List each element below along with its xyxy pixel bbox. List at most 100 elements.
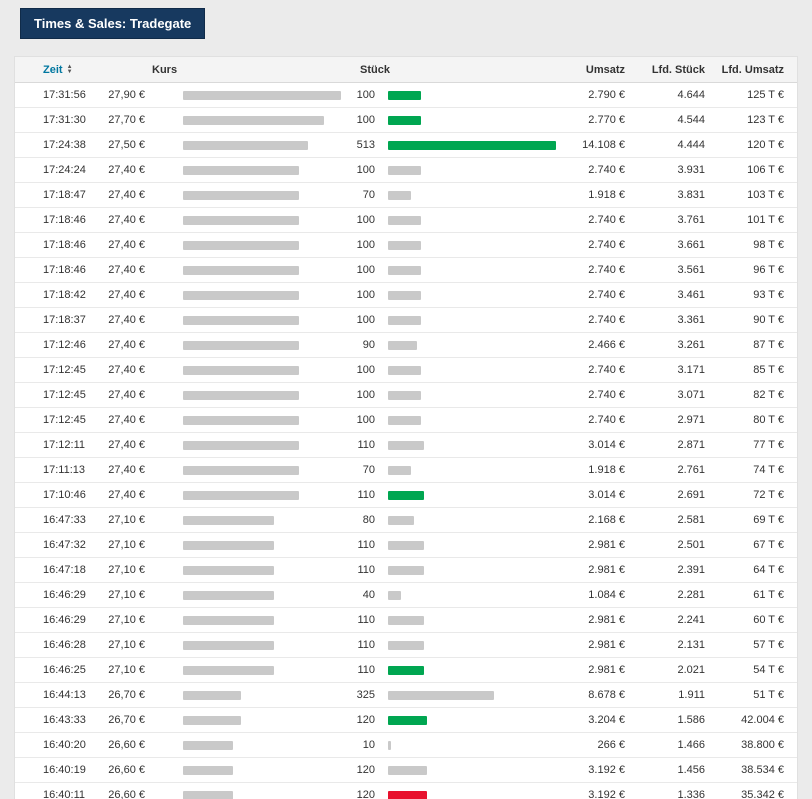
table-row[interactable]: 17:18:46 27,40 € 100 2.740 € 3.661 98 T € bbox=[15, 233, 797, 258]
table-row[interactable]: 17:12:46 27,40 € 90 2.466 € 3.261 87 T € bbox=[15, 333, 797, 358]
volume-cell: 110 bbox=[357, 564, 375, 576]
price-bar-track bbox=[183, 265, 348, 275]
table-row[interactable]: 17:31:56 27,90 € 100 2.790 € 4.644 125 T € bbox=[15, 83, 797, 108]
table-row[interactable]: 17:18:46 27,40 € 100 2.740 € 3.761 101 T € bbox=[15, 208, 797, 233]
turnover-cell: 2.981 € bbox=[588, 539, 625, 551]
header-stueck[interactable]: Stück bbox=[360, 63, 390, 76]
volume-cell: 100 bbox=[356, 114, 375, 126]
table-row[interactable]: 17:24:38 27,50 € 513 14.108 € 4.444 120 T € bbox=[15, 133, 797, 158]
volume-bar bbox=[388, 615, 424, 625]
turnover-cell: 2.168 € bbox=[588, 514, 625, 526]
time-cell: 17:18:46 bbox=[43, 239, 86, 251]
cum-turnover-cell: 64 T € bbox=[753, 564, 784, 576]
cum-volume-cell: 1.336 bbox=[677, 789, 705, 799]
table-row[interactable]: 16:46:28 27,10 € 110 2.981 € 2.131 57 T € bbox=[15, 633, 797, 658]
price-bar-track bbox=[183, 465, 348, 475]
turnover-cell: 2.790 € bbox=[588, 89, 625, 101]
table-row[interactable]: 16:44:13 26,70 € 325 8.678 € 1.911 51 T € bbox=[15, 683, 797, 708]
price-bar-track bbox=[183, 140, 348, 150]
time-cell: 16:40:19 bbox=[43, 764, 86, 776]
price-bar bbox=[183, 640, 274, 650]
cum-turnover-cell: 77 T € bbox=[753, 439, 784, 451]
turnover-cell: 3.204 € bbox=[588, 714, 625, 726]
volume-bar bbox=[388, 340, 417, 350]
table-row[interactable]: 16:43:33 26,70 € 120 3.204 € 1.586 42.004 € bbox=[15, 708, 797, 733]
cum-volume-cell: 2.501 bbox=[677, 539, 705, 551]
volume-cell: 100 bbox=[356, 389, 375, 401]
header-umsatz[interactable]: Umsatz bbox=[585, 63, 625, 76]
price-bar bbox=[183, 665, 274, 675]
time-cell: 17:18:46 bbox=[43, 264, 86, 276]
price-bar-track bbox=[183, 590, 348, 600]
table-row[interactable]: 17:18:47 27,40 € 70 1.918 € 3.831 103 T € bbox=[15, 183, 797, 208]
table-row[interactable]: 17:10:46 27,40 € 110 3.014 € 2.691 72 T € bbox=[15, 483, 797, 508]
turnover-cell: 3.014 € bbox=[588, 439, 625, 451]
table-row[interactable]: 17:12:45 27,40 € 100 2.740 € 2.971 80 T € bbox=[15, 408, 797, 433]
table-row[interactable]: 17:18:46 27,40 € 100 2.740 € 3.561 96 T € bbox=[15, 258, 797, 283]
cum-volume-cell: 3.661 bbox=[677, 239, 705, 251]
table-row[interactable]: 16:46:29 27,10 € 40 1.084 € 2.281 61 T € bbox=[15, 583, 797, 608]
cum-volume-cell: 2.241 bbox=[677, 614, 705, 626]
price-bar bbox=[183, 140, 308, 150]
volume-cell: 10 bbox=[362, 739, 375, 751]
price-bar-track bbox=[183, 440, 348, 450]
header-lfd-stueck[interactable]: Lfd. Stück bbox=[651, 63, 705, 76]
price-bar bbox=[183, 565, 274, 575]
price-bar bbox=[183, 440, 299, 450]
price-bar-track bbox=[183, 390, 348, 400]
volume-bar-track bbox=[388, 640, 558, 650]
price-bar bbox=[183, 540, 274, 550]
table-row[interactable]: 16:40:11 26,60 € 120 3.192 € 1.336 35.342 € bbox=[15, 783, 797, 799]
price-bar bbox=[183, 265, 299, 275]
cum-volume-cell: 2.391 bbox=[677, 564, 705, 576]
price-bar bbox=[183, 590, 274, 600]
header-zeit[interactable]: Zeit ▲ ▼ bbox=[43, 64, 100, 76]
cum-turnover-cell: 42.004 € bbox=[741, 714, 784, 726]
header-zeit-label: Zeit bbox=[43, 63, 63, 76]
cum-turnover-cell: 98 T € bbox=[753, 239, 784, 251]
cum-turnover-cell: 90 T € bbox=[753, 314, 784, 326]
turnover-cell: 2.981 € bbox=[588, 639, 625, 651]
table-row[interactable]: 17:31:30 27,70 € 100 2.770 € 4.544 123 T € bbox=[15, 108, 797, 133]
table-row[interactable]: 17:12:11 27,40 € 110 3.014 € 2.871 77 T € bbox=[15, 433, 797, 458]
table-row[interactable]: 16:47:33 27,10 € 80 2.168 € 2.581 69 T € bbox=[15, 508, 797, 533]
time-cell: 17:18:47 bbox=[43, 189, 86, 201]
volume-bar bbox=[388, 190, 411, 200]
table-row[interactable]: 17:12:45 27,40 € 100 2.740 € 3.071 82 T € bbox=[15, 383, 797, 408]
volume-cell: 120 bbox=[356, 764, 375, 776]
time-cell: 17:12:45 bbox=[43, 414, 86, 426]
price-bar-track bbox=[183, 340, 348, 350]
turnover-cell: 1.084 € bbox=[588, 589, 625, 601]
table-row[interactable]: 16:46:25 27,10 € 110 2.981 € 2.021 54 T € bbox=[15, 658, 797, 683]
price-bar bbox=[183, 465, 299, 475]
header-kurs[interactable]: Kurs bbox=[152, 63, 178, 76]
price-bar-track bbox=[183, 740, 348, 750]
cum-volume-cell: 3.071 bbox=[677, 389, 705, 401]
price-bar bbox=[183, 90, 341, 100]
table-row[interactable]: 17:18:37 27,40 € 100 2.740 € 3.361 90 T € bbox=[15, 308, 797, 333]
price-cell: 27,50 € bbox=[108, 139, 145, 151]
volume-bar bbox=[388, 140, 556, 150]
table-row[interactable]: 17:24:24 27,40 € 100 2.740 € 3.931 106 T € bbox=[15, 158, 797, 183]
price-cell: 27,40 € bbox=[108, 489, 145, 501]
volume-bar-track bbox=[388, 465, 558, 475]
table-row[interactable]: 16:40:19 26,60 € 120 3.192 € 1.456 38.534 € bbox=[15, 758, 797, 783]
volume-cell: 100 bbox=[356, 314, 375, 326]
price-bar bbox=[183, 690, 241, 700]
table-row[interactable]: 17:11:13 27,40 € 70 1.918 € 2.761 74 T € bbox=[15, 458, 797, 483]
cum-turnover-cell: 101 T € bbox=[747, 214, 784, 226]
table-row[interactable]: 17:18:42 27,40 € 100 2.740 € 3.461 93 T € bbox=[15, 283, 797, 308]
table-row[interactable]: 16:40:20 26,60 € 10 266 € 1.466 38.800 € bbox=[15, 733, 797, 758]
table-row[interactable]: 17:12:45 27,40 € 100 2.740 € 3.171 85 T € bbox=[15, 358, 797, 383]
time-cell: 17:24:38 bbox=[43, 139, 86, 151]
turnover-cell: 2.770 € bbox=[588, 114, 625, 126]
volume-cell: 110 bbox=[357, 539, 375, 551]
time-cell: 17:12:46 bbox=[43, 339, 86, 351]
time-cell: 16:46:25 bbox=[43, 664, 86, 676]
cum-turnover-cell: 38.534 € bbox=[741, 764, 784, 776]
table-row[interactable]: 16:47:32 27,10 € 110 2.981 € 2.501 67 T € bbox=[15, 533, 797, 558]
header-lfd-umsatz[interactable]: Lfd. Umsatz bbox=[721, 63, 784, 76]
table-row[interactable]: 16:46:29 27,10 € 110 2.981 € 2.241 60 T € bbox=[15, 608, 797, 633]
price-bar bbox=[183, 715, 241, 725]
table-row[interactable]: 16:47:18 27,10 € 110 2.981 € 2.391 64 T € bbox=[15, 558, 797, 583]
